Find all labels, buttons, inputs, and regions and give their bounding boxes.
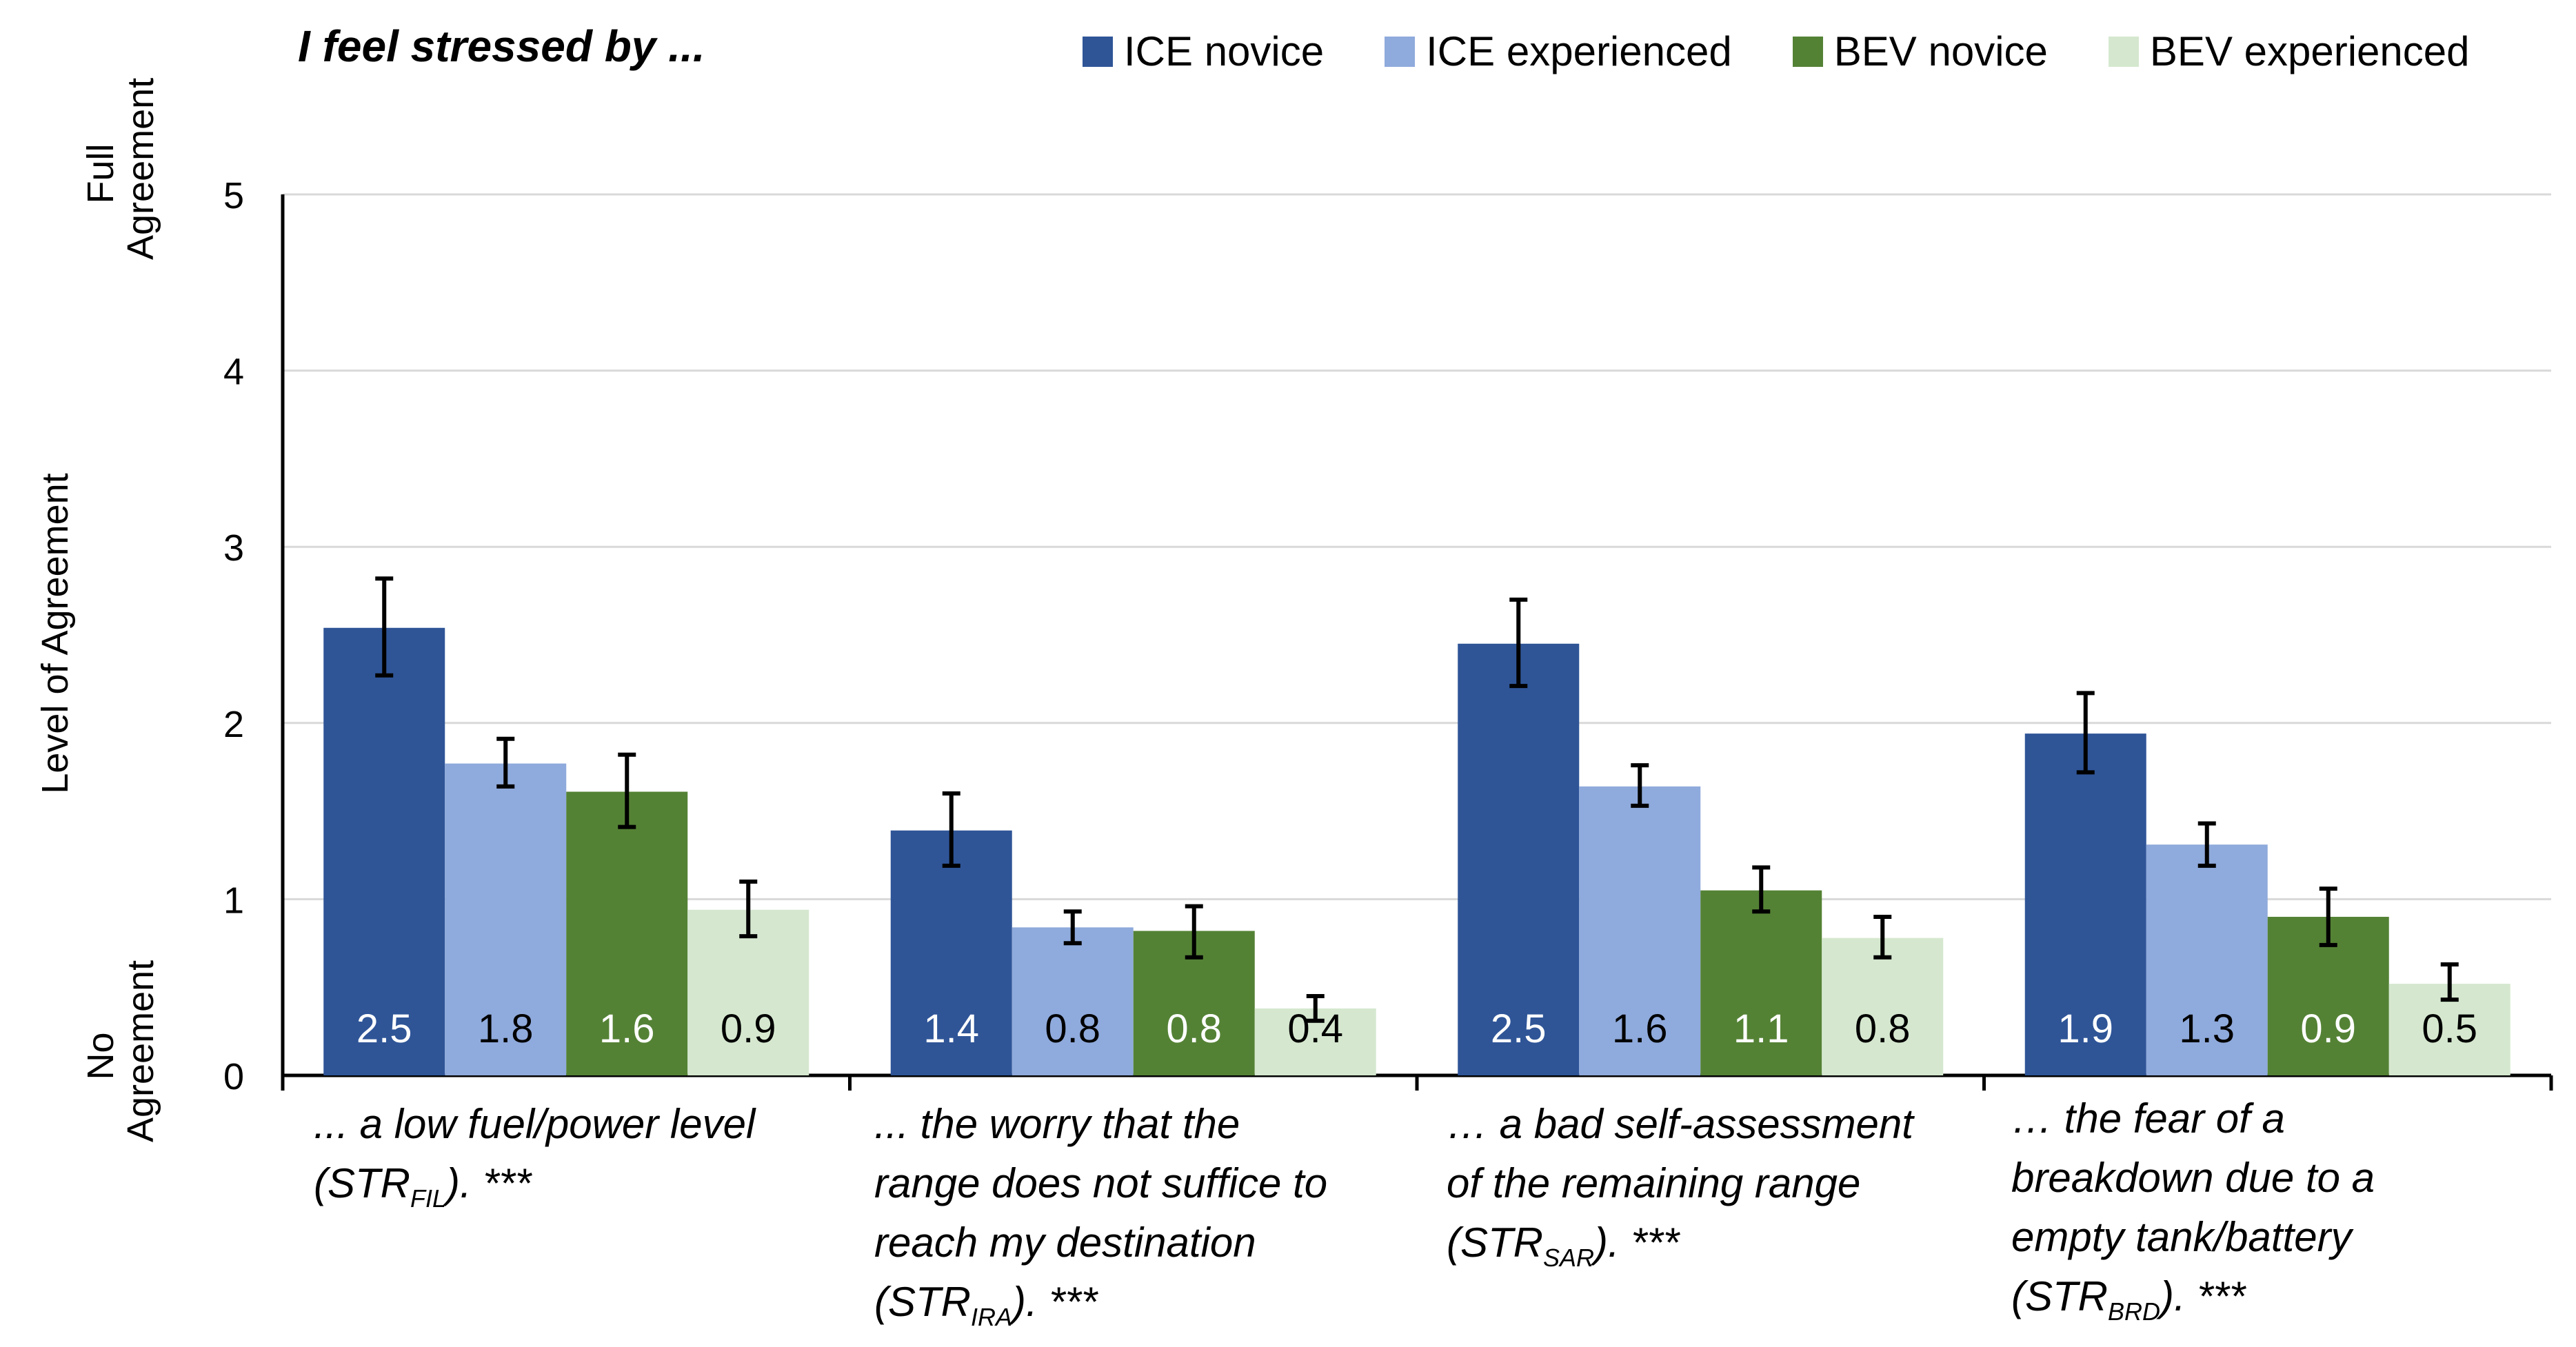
y-tick-label-0: 0 <box>223 1056 244 1097</box>
data-label-s0-c3: 1.9 <box>2057 1006 2113 1051</box>
data-label-s0-c1: 1.4 <box>923 1006 979 1051</box>
data-label-s1-c0: 1.8 <box>478 1006 534 1051</box>
category-3-tail: ). *** <box>2160 1273 2246 1319</box>
legend-label-bev-novice: BEV novice <box>1833 28 2048 74</box>
data-label-s3-c3: 0.5 <box>2422 1006 2477 1051</box>
legend-label-ice-novice: ICE novice <box>1124 28 1325 74</box>
y-tick-label-5: 5 <box>223 175 244 216</box>
data-label-s3-c1: 0.4 <box>1287 1006 1343 1051</box>
data-label-s2-c2: 1.1 <box>1733 1006 1789 1051</box>
y-tick-label-3: 3 <box>223 527 244 569</box>
category-0-tail: ). *** <box>446 1160 532 1206</box>
category-3-sub: BRD <box>2107 1297 2160 1326</box>
category-2-sub: SAR <box>1542 1244 1595 1272</box>
bar-s0-c2 <box>1458 643 1580 1075</box>
legend-item-bev-novice: BEV novice <box>1792 28 2048 75</box>
legend-item-ice-novice: ICE novice <box>1083 28 1324 75</box>
legend-swatch-ice-experienced <box>1385 36 1416 67</box>
data-label-s2-c0: 1.6 <box>599 1006 655 1051</box>
legend-label-bev-experienced: BEV experienced <box>2149 28 2470 74</box>
chart-title: I feel stressed by ... <box>298 21 705 71</box>
y-tick-label-4: 4 <box>223 352 244 393</box>
bar-s1-c2 <box>1579 786 1701 1075</box>
category-0-text: ... a low fuel/power level (STR <box>314 1101 756 1206</box>
bar-s1-c0 <box>445 763 567 1075</box>
data-label-s1-c1: 0.8 <box>1045 1006 1100 1051</box>
legend-label-ice-experienced: ICE experienced <box>1426 28 1732 74</box>
data-label-s1-c2: 1.6 <box>1612 1006 1668 1051</box>
legend-swatch-ice-novice <box>1083 36 1113 67</box>
legend-swatch-bev-experienced <box>2108 36 2139 67</box>
data-label-s3-c2: 0.8 <box>1855 1006 1911 1051</box>
legend-swatch-bev-novice <box>1792 36 1823 67</box>
bar-s2-c2 <box>1700 890 1822 1075</box>
category-1-sub: IRA <box>970 1303 1012 1331</box>
bar-s0-c3 <box>2024 733 2146 1075</box>
data-label-s2-c1: 0.8 <box>1166 1006 1222 1051</box>
category-2-tail: ). *** <box>1594 1219 1680 1266</box>
data-label-s2-c3: 0.9 <box>2300 1006 2356 1051</box>
bar-s1-c1 <box>1012 927 1134 1075</box>
legend-item-bev-experienced: BEV experienced <box>2108 28 2470 75</box>
bar-s3-c2 <box>1822 938 1944 1075</box>
y-tick-label-1: 1 <box>223 880 244 921</box>
category-label-2: … a bad self-assessment of the remaining… <box>1447 1095 1984 1288</box>
data-label-s1-c3: 1.3 <box>2179 1006 2235 1051</box>
category-label-1: ... the worry that the range does not su… <box>874 1095 1412 1347</box>
category-1-tail: ). *** <box>1012 1279 1098 1325</box>
category-label-3: … the fear of a breakdown due to a empty… <box>2011 1089 2549 1341</box>
category-0-sub: FIL <box>410 1184 446 1213</box>
category-3-text: … the fear of a breakdown due to a empty… <box>2011 1095 2375 1319</box>
legend: ICE novice ICE experienced BEV novice BE… <box>1083 28 2470 75</box>
legend-item-ice-experienced: ICE experienced <box>1385 28 1732 75</box>
bar-s2-c0 <box>566 791 688 1075</box>
bar-s1-c3 <box>2146 844 2268 1075</box>
data-label-s3-c0: 0.9 <box>721 1006 776 1051</box>
y-tick-label-2: 2 <box>223 704 244 745</box>
category-2-text: … a bad self-assessment of the remaining… <box>1447 1101 1913 1266</box>
data-label-s0-c2: 2.5 <box>1491 1006 1547 1051</box>
bar-s0-c1 <box>890 830 1012 1075</box>
category-1-text: ... the worry that the range does not su… <box>874 1101 1328 1325</box>
category-label-0: ... a low fuel/power level (STRFIL). *** <box>314 1095 852 1228</box>
bar-s0-c0 <box>323 627 445 1075</box>
data-label-s0-c0: 2.5 <box>356 1006 412 1051</box>
